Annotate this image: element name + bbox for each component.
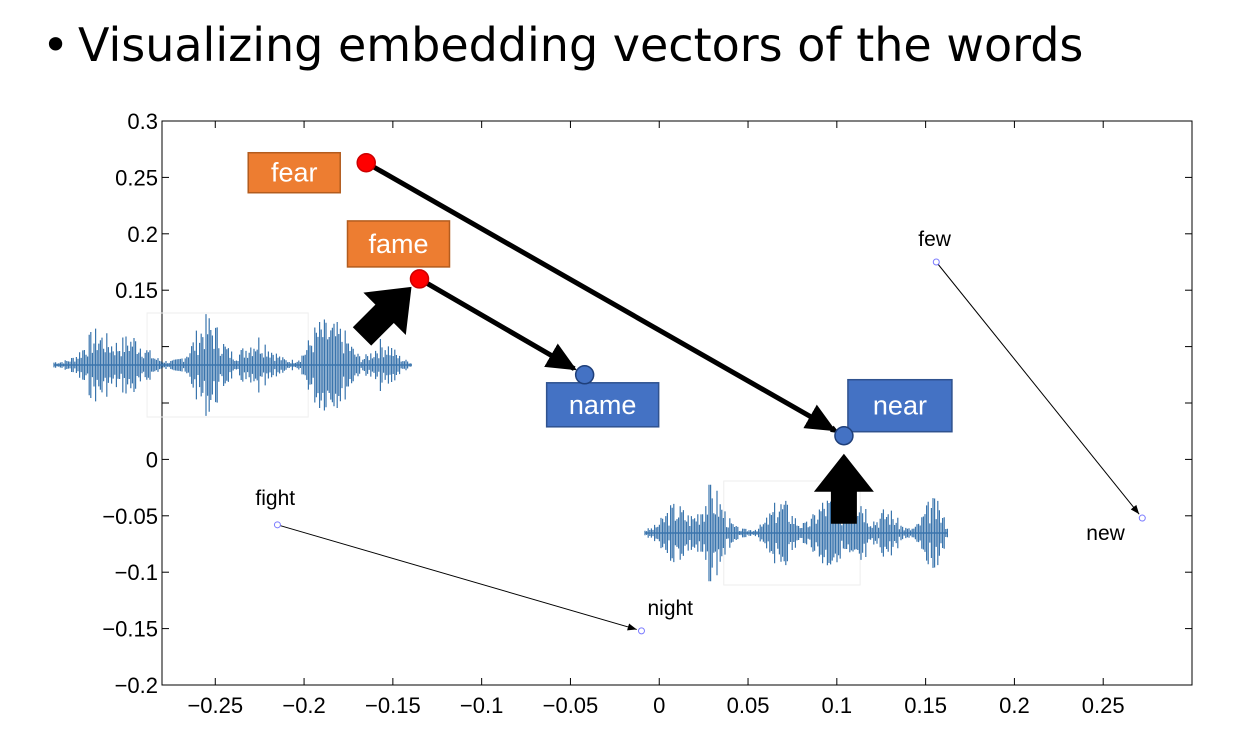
thin-arrow	[935, 261, 1140, 515]
thin-arrow	[277, 524, 637, 631]
data-point	[637, 627, 645, 635]
point-label: few	[918, 228, 952, 251]
y-tick-label: 0.25	[115, 165, 158, 190]
point-label: new	[1086, 522, 1125, 545]
x-tick-label: 0.05	[727, 693, 770, 718]
y-tick-label: 0.3	[127, 109, 158, 134]
x-tick-label: 0.2	[999, 693, 1030, 718]
word-box	[847, 378, 953, 433]
highlighted-point	[409, 269, 430, 289]
x-tick-label: 0.1	[822, 693, 853, 718]
word-box-label: near	[873, 391, 927, 421]
data-point	[273, 521, 281, 529]
audio-waveforms	[53, 312, 948, 586]
bold-arrow	[418, 276, 577, 371]
x-tick-label: 0.15	[904, 693, 947, 718]
x-tick-label: 0	[653, 693, 665, 718]
highlighted-point	[834, 425, 854, 446]
word-box	[545, 382, 660, 428]
point-label: night	[647, 597, 693, 620]
block-arrow-icon	[352, 286, 412, 346]
x-tick-label: −0.1	[460, 693, 503, 718]
bold-arrow	[364, 160, 837, 432]
word-box-label: fame	[368, 229, 428, 259]
word-box-label: name	[569, 390, 637, 420]
x-tick-label: −0.15	[365, 693, 421, 718]
y-tick-label: 0	[146, 447, 158, 472]
y-tick-label: −0.1	[115, 560, 158, 585]
y-tick-label: 0.2	[127, 222, 158, 247]
word-box-label: fear	[271, 158, 318, 188]
x-tick-label: −0.25	[187, 693, 243, 718]
x-tick-label: 0.25	[1082, 693, 1125, 718]
bullet: •	[42, 18, 70, 72]
word-box	[346, 220, 451, 268]
y-tick-label: −0.2	[115, 673, 158, 698]
x-tick-label: −0.05	[543, 693, 599, 718]
block-arrow-icon	[813, 453, 874, 524]
highlighted-point	[574, 365, 595, 385]
slide-title-text: Visualizing embedding vectors of the wor…	[78, 18, 1084, 72]
x-tick-label: −0.2	[282, 693, 325, 718]
point-label: fight	[255, 487, 295, 510]
y-tick-label: −0.05	[102, 504, 158, 529]
y-tick-label: 0.15	[115, 278, 158, 303]
highlighted-point	[356, 152, 376, 173]
data-point	[932, 258, 940, 266]
data-point	[1138, 514, 1146, 522]
slide-title: • Visualizing embedding vectors of the wo…	[42, 18, 1083, 72]
word-box	[247, 151, 341, 194]
y-tick-label: −0.15	[102, 617, 158, 642]
